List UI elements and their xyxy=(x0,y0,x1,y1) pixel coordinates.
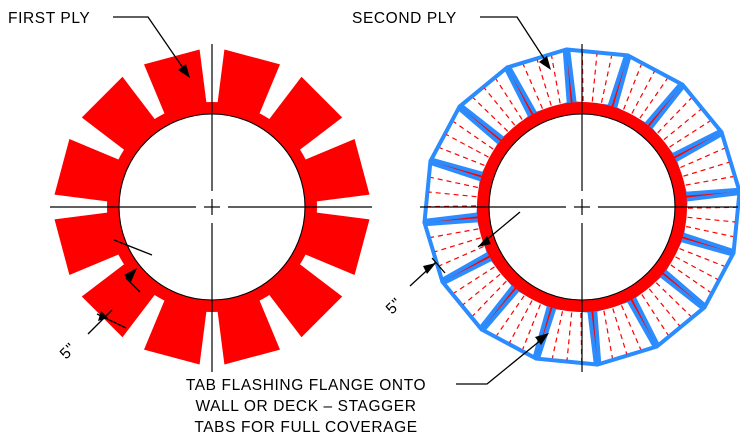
tab-cut-line xyxy=(600,55,613,103)
tab-cut-line xyxy=(591,53,598,102)
tab-cut-line xyxy=(655,282,692,317)
tab-cut-line xyxy=(472,97,509,132)
tab-cut-line xyxy=(648,288,681,327)
dimension-left: 5" xyxy=(57,239,153,363)
tab-cut-line xyxy=(462,273,501,306)
tab-cut-line xyxy=(669,120,711,148)
second-ply-tabs xyxy=(422,47,740,367)
tab-cut-line xyxy=(657,97,692,134)
tab-cut-line xyxy=(428,191,477,198)
tab-cut-line xyxy=(639,78,668,119)
dimension-left-label: 5" xyxy=(57,340,80,363)
tab-cut-line xyxy=(536,59,552,106)
tab-cut-line xyxy=(430,176,478,189)
first-ply-tab xyxy=(144,298,207,365)
tab-cut-line xyxy=(551,55,561,104)
tab-cut-line xyxy=(522,304,541,350)
tab-cut-line xyxy=(445,133,489,158)
first-ply-label: FIRST PLY xyxy=(8,10,90,27)
first-ply-tab xyxy=(217,298,280,365)
tab-cut-line xyxy=(453,266,495,294)
tab-cut-line xyxy=(683,161,730,177)
arrowhead xyxy=(178,64,190,78)
tab-cut-line xyxy=(631,70,656,114)
tab-cut-line xyxy=(496,295,525,336)
tab-cut-line xyxy=(453,121,494,150)
first-ply-figure xyxy=(50,44,372,372)
tab-cut-line xyxy=(663,108,702,141)
first-ply-tab xyxy=(54,212,121,275)
tab-cut-line xyxy=(439,147,485,166)
tab-cut-line xyxy=(508,300,533,344)
centerlines-left xyxy=(50,44,372,372)
centerlines-right xyxy=(420,44,738,372)
tab-cut-line xyxy=(434,237,481,253)
first-ply-tab xyxy=(268,263,343,338)
note-line-3: TABS FOR FULL COVERAGE xyxy=(194,419,417,436)
tab-cut-line xyxy=(680,147,725,169)
first-ply-tab xyxy=(268,76,343,151)
tab-flashing-note: TAB FLASHING FLANGE ONTO WALL OR DECK – … xyxy=(186,333,549,436)
first-ply-tab xyxy=(54,139,121,202)
tab-cut-line xyxy=(687,216,736,223)
first-ply-tab xyxy=(81,76,156,151)
second-ply-figure xyxy=(420,44,740,372)
dimension-right-label: 5" xyxy=(383,295,406,318)
tab-cut-line xyxy=(430,228,479,238)
tab-cut-line xyxy=(675,256,719,281)
tab-cut-line xyxy=(522,64,544,109)
tab-cut-line xyxy=(686,225,734,238)
tab-cut-line xyxy=(612,308,628,355)
first-ply-tab xyxy=(144,49,207,116)
tab-cut-line xyxy=(620,305,642,350)
tab-cut-line xyxy=(566,312,573,361)
tab-cut-line xyxy=(439,245,484,267)
first-ply-tab xyxy=(303,212,370,275)
first-ply-tab xyxy=(303,139,370,202)
tab-cut-line xyxy=(472,280,507,317)
first-ply-callout: FIRST PLY xyxy=(8,10,190,78)
tab-cut-line xyxy=(603,310,613,359)
note-line-2: WALL OR DECK – STAGGER xyxy=(195,398,416,415)
tab-cut-line xyxy=(679,248,725,267)
tab-cut-line xyxy=(483,87,516,126)
first-ply-tab xyxy=(81,263,156,338)
first-ply-tab xyxy=(217,49,280,116)
second-ply-callout: SECOND PLY xyxy=(352,10,551,70)
tab-cut-line xyxy=(623,64,642,110)
tab-cut-line xyxy=(670,264,711,293)
tab-cut-line xyxy=(685,176,734,186)
arrowhead xyxy=(535,333,549,345)
first-ply-tabs xyxy=(54,49,370,365)
tab-cut-line xyxy=(551,311,564,359)
note-line-1: TAB FLASHING FLANGE ONTO xyxy=(186,377,426,394)
tab-cut-line xyxy=(641,294,669,336)
tab-cut-line xyxy=(495,78,523,120)
second-ply-label: SECOND PLY xyxy=(352,10,457,27)
arrowhead xyxy=(539,56,551,70)
